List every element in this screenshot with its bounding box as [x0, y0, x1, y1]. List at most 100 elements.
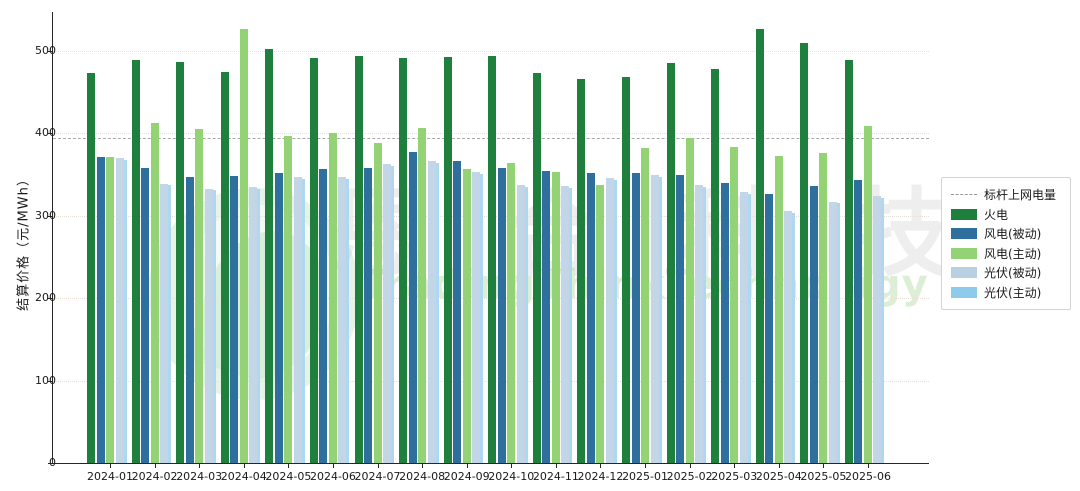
bar-风电(主动)-2024-09 [462, 168, 471, 463]
x-tick-label: 2025-01 [622, 470, 669, 483]
y-tick-label: 400 [35, 126, 56, 140]
bar-风电(主动)-2025-05 [819, 153, 828, 463]
bar-风电(主动)-2024-01 [106, 157, 114, 463]
bar-风电(主动)-2025-04 [774, 155, 783, 463]
x-tick-label: 2024-11 [532, 470, 579, 483]
x-tick-label: 2024-09 [443, 470, 490, 483]
x-axis-line [52, 463, 929, 464]
x-tick-mark [823, 464, 825, 468]
bar-光伏(被动)-2025-01 [650, 175, 659, 463]
bar-光伏(被动)-2024-07 [383, 163, 392, 463]
y-tick-label: 100 [35, 373, 56, 387]
y-tick-mark [48, 133, 52, 135]
x-tick-mark [778, 464, 780, 468]
legend-item: 风电(被动) [951, 224, 1060, 244]
x-tick-mark [199, 464, 201, 468]
y-tick-mark [48, 51, 52, 53]
x-tick-mark [600, 464, 602, 468]
x-tick-label: 2025-06 [845, 470, 891, 483]
legend-color-swatch [951, 286, 977, 298]
bar-火电-2025-04 [755, 28, 764, 463]
bar-风电(被动)-2024-09 [453, 161, 462, 463]
bar-火电-2025-05 [800, 42, 809, 463]
bar-风电(主动)-2024-05 [284, 135, 293, 463]
legend-item: 光伏(主动) [951, 283, 1060, 303]
bar-风电(被动)-2024-03 [185, 177, 194, 463]
bar-风电(被动)-2024-08 [408, 151, 417, 463]
bar-风电(主动)-2024-10 [507, 163, 516, 463]
bar-光伏(被动)-2024-10 [516, 185, 525, 463]
y-tick-label: 0 [49, 456, 56, 469]
x-tick-label: 2025-04 [755, 470, 802, 483]
y-tick-label: 300 [35, 208, 56, 222]
bar-火电-2024-12 [577, 79, 586, 463]
x-tick-label: 2025-02 [666, 470, 713, 483]
x-tick-label: 2024-12 [577, 470, 624, 483]
gridline [53, 51, 929, 53]
bar-风电(主动)-2024-07 [373, 143, 382, 463]
bar-风电(主动)-2024-04 [239, 28, 248, 463]
bar-风电(主动)-2025-01 [641, 148, 650, 463]
legend-label: 火电 [984, 207, 1009, 222]
bar-光伏(被动)-2025-03 [739, 191, 748, 463]
x-tick-label: 2024-02 [131, 470, 178, 483]
bar-光伏(被动)-2024-12 [605, 177, 614, 463]
bar-火电-2024-10 [488, 55, 497, 463]
x-tick-label: 2024-03 [176, 470, 223, 483]
bar-风电(主动)-2024-12 [596, 185, 605, 463]
bar-风电(主动)-2024-11 [551, 172, 560, 463]
x-tick-mark [555, 464, 557, 468]
legend-label: 标杆上网电量 [984, 188, 1057, 203]
x-tick-mark [332, 464, 334, 468]
y-tick-mark [48, 215, 52, 217]
bar-火电-2025-02 [666, 63, 675, 463]
y-tick-mark [48, 463, 52, 464]
bar-风电(被动)-2025-05 [809, 186, 818, 463]
bar-火电-2025-03 [711, 69, 720, 463]
x-tick-label: 2024-07 [354, 470, 401, 483]
x-tick-mark [243, 464, 245, 468]
x-tick-mark [645, 464, 647, 468]
legend-color-swatch [951, 228, 977, 240]
bar-光伏(被动)-2024-06 [338, 177, 347, 463]
x-tick-label: 2024-04 [220, 470, 267, 483]
bar-火电-2024-11 [532, 73, 541, 463]
bar-光伏(被动)-2025-05 [828, 201, 837, 463]
bar-风电(被动)-2025-01 [631, 172, 640, 463]
legend-label: 光伏(被动) [984, 266, 1042, 281]
bar-风电(被动)-2024-01 [96, 157, 105, 463]
bar-光伏(被动)-2024-04 [249, 186, 258, 463]
bar-风电(主动)-2024-06 [328, 133, 337, 463]
bar-风电(主动)-2025-02 [685, 137, 694, 463]
bar-火电-2024-08 [399, 57, 408, 463]
bar-风电(被动)-2024-04 [230, 176, 239, 463]
bar-光伏(被动)-2024-09 [472, 172, 481, 463]
bar-风电(主动)-2025-03 [730, 147, 739, 463]
x-tick-mark [466, 464, 468, 468]
x-tick-label: 2025-05 [800, 470, 847, 483]
legend-item: 标杆上网电量 [951, 185, 1060, 205]
bar-风电(被动)-2025-06 [854, 179, 863, 463]
bar-风电(主动)-2024-08 [418, 127, 427, 463]
x-tick-mark [288, 464, 290, 468]
bar-火电-2024-09 [443, 56, 452, 463]
x-tick-mark [734, 464, 736, 468]
bar-火电-2024-07 [354, 55, 363, 463]
bar-风电(被动)-2025-03 [720, 182, 729, 463]
bar-光伏(被动)-2024-02 [160, 183, 169, 463]
x-tick-label: 2024-10 [488, 470, 535, 483]
x-tick-label: 2024-01 [87, 470, 133, 483]
bar-风电(主动)-2025-06 [863, 126, 872, 463]
bar-风电(主动)-2024-03 [195, 129, 204, 463]
bar-光伏(被动)-2025-04 [784, 210, 793, 463]
bar-风电(被动)-2024-02 [141, 168, 150, 463]
bar-光伏(被动)-2024-01 [115, 158, 124, 463]
bar-风电(被动)-2024-07 [364, 168, 373, 463]
bar-风电(被动)-2025-04 [765, 193, 774, 463]
bar-光伏(被动)-2025-02 [695, 185, 704, 463]
bar-光伏(被动)-2024-08 [427, 161, 436, 463]
x-tick-label: 2025-03 [711, 470, 758, 483]
y-tick-label: 200 [35, 291, 56, 305]
legend: 标杆上网电量 火电 风电(被动) 风电(主动) 光伏(被动) 光伏(主动) [941, 177, 1071, 310]
